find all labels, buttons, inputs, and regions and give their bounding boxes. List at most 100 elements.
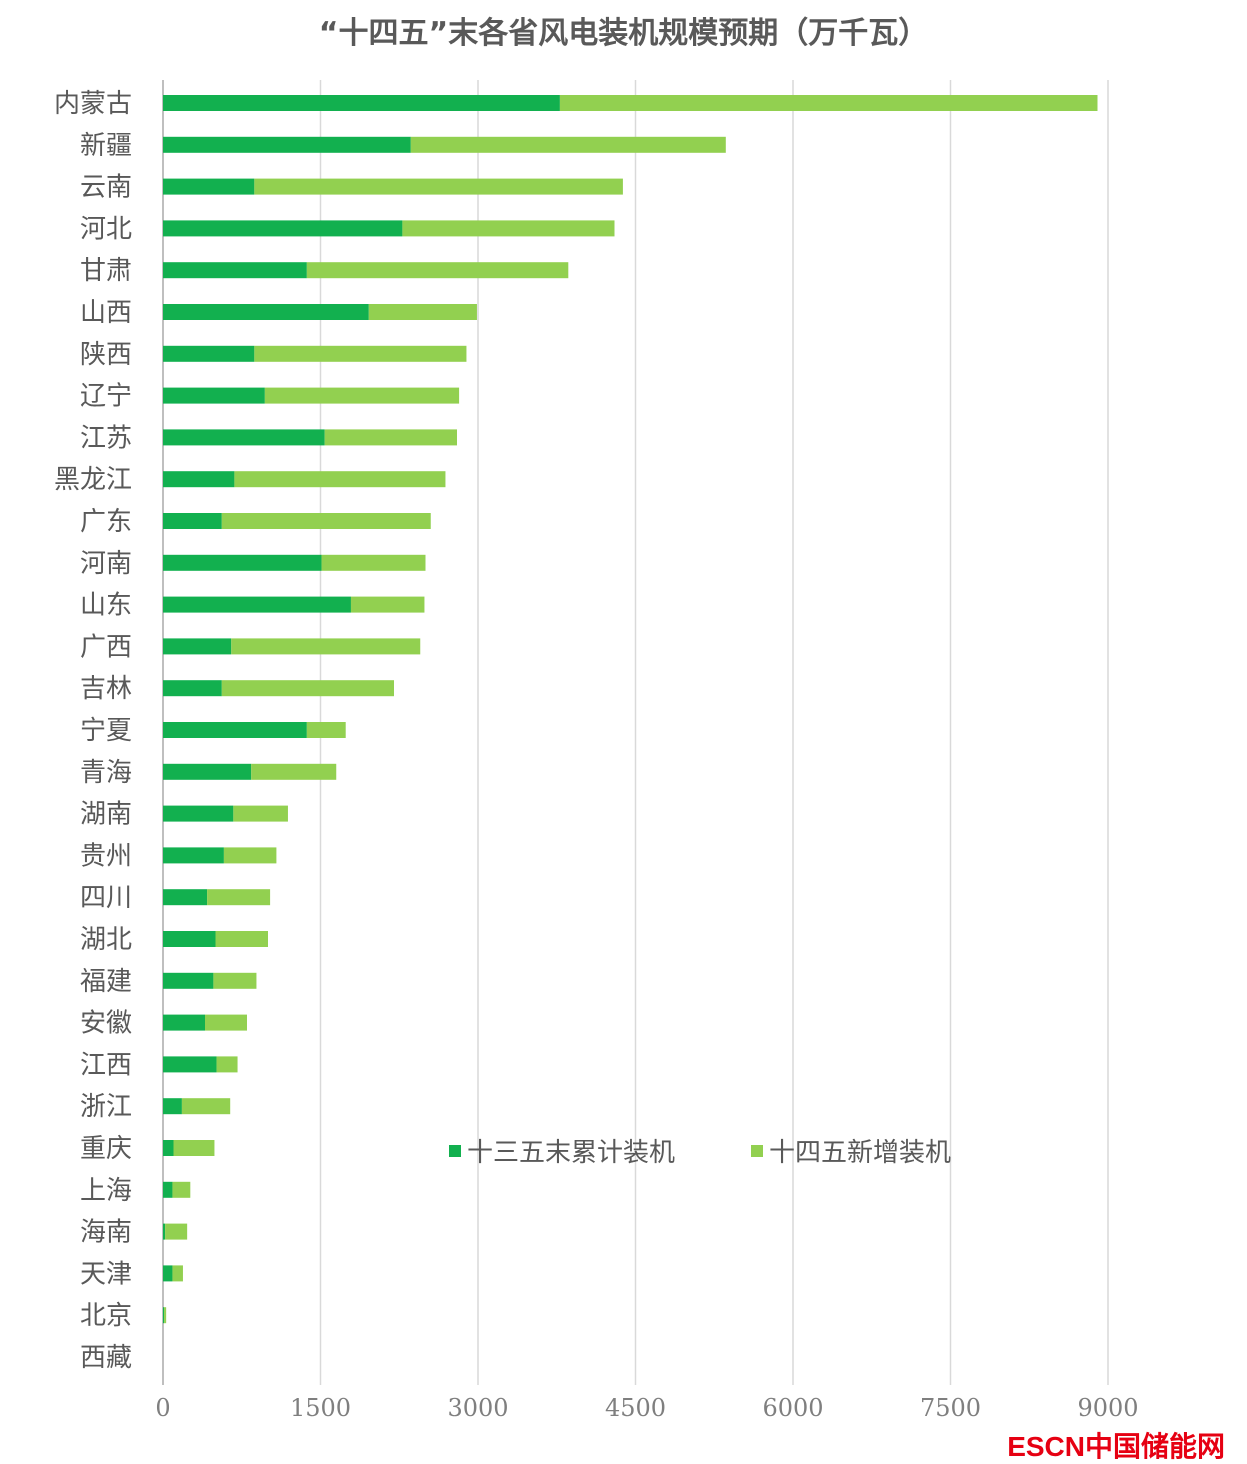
bar-segment-cumulative bbox=[163, 136, 411, 153]
category-label: 浙江 bbox=[80, 1092, 132, 1122]
bar-segment-new bbox=[213, 972, 257, 989]
bar-segment-cumulative bbox=[163, 554, 322, 571]
legend-label: 十三五末累计装机 bbox=[467, 1138, 675, 1168]
category-label: 陕西 bbox=[80, 340, 132, 370]
bar-segment-cumulative bbox=[163, 178, 255, 195]
category-label: 内蒙古 bbox=[54, 89, 132, 119]
bar-segment-cumulative bbox=[163, 95, 560, 111]
x-tick-label: 4500 bbox=[605, 1394, 666, 1422]
bar-segment-new bbox=[223, 847, 277, 864]
bar-segment-cumulative bbox=[163, 972, 214, 989]
bar-segment-new bbox=[350, 596, 425, 613]
category-label: 山东 bbox=[80, 591, 132, 621]
bar-segment-cumulative bbox=[163, 1307, 165, 1324]
bar-segment-new bbox=[164, 1307, 167, 1324]
bar-segment-new bbox=[233, 805, 288, 822]
bar-segment-cumulative bbox=[163, 220, 403, 237]
bar-segment-cumulative bbox=[163, 1014, 205, 1031]
bar-segment-new bbox=[215, 931, 268, 947]
bar-segment-cumulative bbox=[163, 722, 307, 738]
bar-segment-cumulative bbox=[163, 931, 216, 947]
category-label: 重庆 bbox=[80, 1134, 132, 1164]
legend-swatch bbox=[751, 1145, 763, 1157]
bar-segment-cumulative bbox=[163, 596, 351, 613]
x-tick-label: 1500 bbox=[290, 1394, 351, 1422]
bar-segment-new bbox=[254, 345, 467, 362]
bar-segment-cumulative bbox=[163, 513, 222, 529]
bar-segment-new bbox=[221, 513, 431, 529]
bar-segment-cumulative bbox=[163, 471, 235, 488]
category-label: 新疆 bbox=[80, 131, 132, 161]
category-label: 宁夏 bbox=[80, 716, 132, 746]
bar-segment-new bbox=[324, 429, 457, 446]
bar-segment-new bbox=[165, 1223, 188, 1240]
category-label: 河南 bbox=[80, 549, 132, 579]
bar-segment-new bbox=[368, 304, 477, 320]
x-tick-label: 6000 bbox=[762, 1394, 823, 1422]
bar-segment-cumulative bbox=[163, 1265, 173, 1282]
category-label: 北京 bbox=[80, 1301, 132, 1331]
bar-segment-cumulative bbox=[163, 763, 252, 780]
bar-segment-new bbox=[321, 554, 426, 571]
bar-segment-new bbox=[221, 680, 394, 697]
legend-swatch bbox=[449, 1145, 461, 1157]
category-label: 甘肃 bbox=[80, 256, 132, 286]
bar-segment-cumulative bbox=[163, 889, 208, 906]
bar-segment-new bbox=[205, 1014, 247, 1031]
bar-segment-new bbox=[402, 220, 615, 237]
category-label: 云南 bbox=[80, 173, 132, 203]
category-label: 安徽 bbox=[80, 1009, 132, 1039]
bar-segment-new bbox=[173, 1140, 215, 1156]
x-tick-label: 0 bbox=[155, 1394, 170, 1422]
category-label: 河北 bbox=[80, 214, 132, 244]
bar-segment-new bbox=[306, 262, 569, 279]
category-label: 广西 bbox=[80, 632, 132, 662]
category-label: 辽宁 bbox=[80, 382, 132, 412]
bar-segment-cumulative bbox=[163, 805, 234, 822]
bar-segment-cumulative bbox=[163, 262, 307, 279]
bar-segment-new bbox=[172, 1181, 191, 1198]
bar-segment-cumulative bbox=[163, 1181, 173, 1198]
bar-segment-cumulative bbox=[163, 680, 222, 697]
bar-segment-new bbox=[231, 638, 421, 655]
bar-segment-new bbox=[207, 889, 271, 906]
bar-segment-new bbox=[559, 95, 1098, 111]
category-label: 海南 bbox=[80, 1218, 132, 1248]
category-label: 湖北 bbox=[80, 925, 132, 955]
bar-segment-cumulative bbox=[163, 638, 232, 655]
x-tick-label: 7500 bbox=[920, 1394, 981, 1422]
category-label: 青海 bbox=[80, 758, 132, 788]
bar-segment-cumulative bbox=[163, 304, 369, 320]
bar-segment-cumulative bbox=[163, 847, 224, 864]
bar-segment-new bbox=[234, 471, 446, 488]
bar-segment-new bbox=[264, 387, 460, 404]
bar-segment-new bbox=[251, 763, 337, 780]
category-label: 贵州 bbox=[80, 841, 132, 871]
x-tick-label: 9000 bbox=[1077, 1394, 1138, 1422]
bar-segment-new bbox=[216, 1056, 238, 1073]
bar-segment-new bbox=[410, 136, 726, 153]
category-label: 湖南 bbox=[80, 800, 132, 830]
category-label: 江西 bbox=[80, 1050, 132, 1080]
x-tick-label: 3000 bbox=[447, 1394, 508, 1422]
category-label: 吉林 bbox=[80, 674, 132, 704]
escn-logo: ESCN中国储能网 bbox=[1007, 1431, 1225, 1462]
bar-segment-cumulative bbox=[163, 1098, 182, 1115]
category-label: 福建 bbox=[80, 967, 132, 997]
bar-segment-cumulative bbox=[163, 345, 255, 362]
bar-segment-new bbox=[306, 722, 346, 738]
bar-segment-cumulative bbox=[163, 1140, 174, 1156]
category-label: 西藏 bbox=[80, 1343, 132, 1373]
category-label: 上海 bbox=[80, 1176, 132, 1206]
bar-segment-cumulative bbox=[163, 1223, 166, 1240]
category-label: 广东 bbox=[80, 507, 132, 537]
bar-segment-new bbox=[172, 1265, 183, 1282]
category-label: 天津 bbox=[80, 1259, 132, 1289]
bar-segment-new bbox=[181, 1098, 231, 1115]
bar-segment-cumulative bbox=[163, 429, 325, 446]
bar-segment-new bbox=[254, 178, 623, 195]
category-label: 四川 bbox=[80, 883, 132, 913]
bar-segment-cumulative bbox=[163, 387, 265, 404]
legend-label: 十四五新增装机 bbox=[769, 1138, 951, 1168]
